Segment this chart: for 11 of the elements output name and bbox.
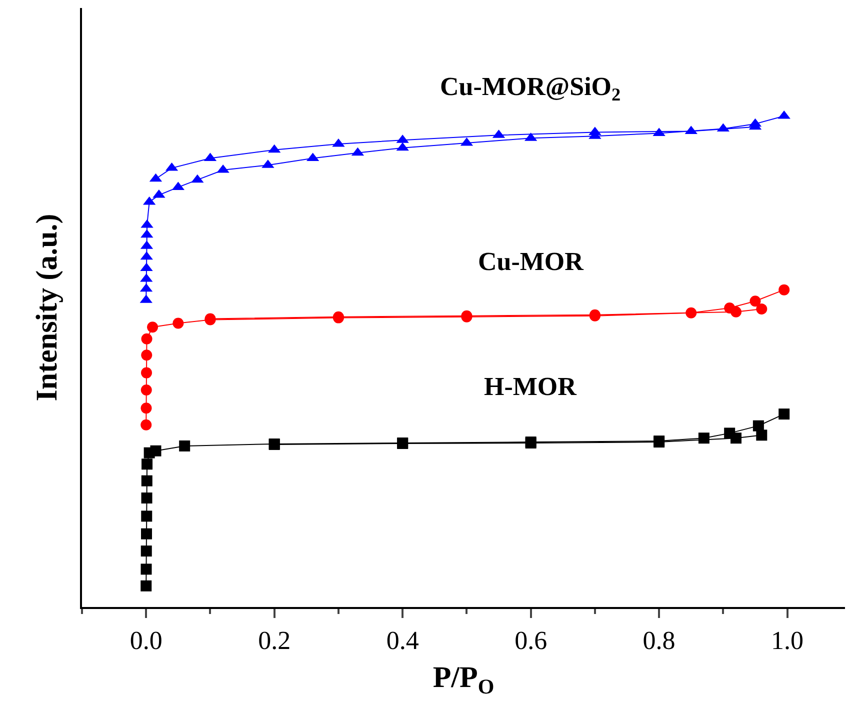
series-label: Cu-MOR@SiO$_{2}$ [440, 72, 621, 104]
x-tick-label: 0.6 [514, 626, 548, 656]
x-tick-label: 1.0 [771, 626, 804, 656]
x-tick-label: 0.0 [130, 626, 162, 656]
y-axis-title: Intensity (a.u.) [30, 214, 64, 402]
series-label: H-MOR [484, 372, 577, 401]
series-label: Cu-MOR [478, 247, 584, 276]
x-tick-label: 0.8 [642, 626, 676, 656]
x-tick-label: 0.4 [386, 626, 419, 656]
x-tick-label: 0.2 [258, 626, 291, 656]
x-axis-title: P/P$_{O}$ [432, 661, 494, 698]
